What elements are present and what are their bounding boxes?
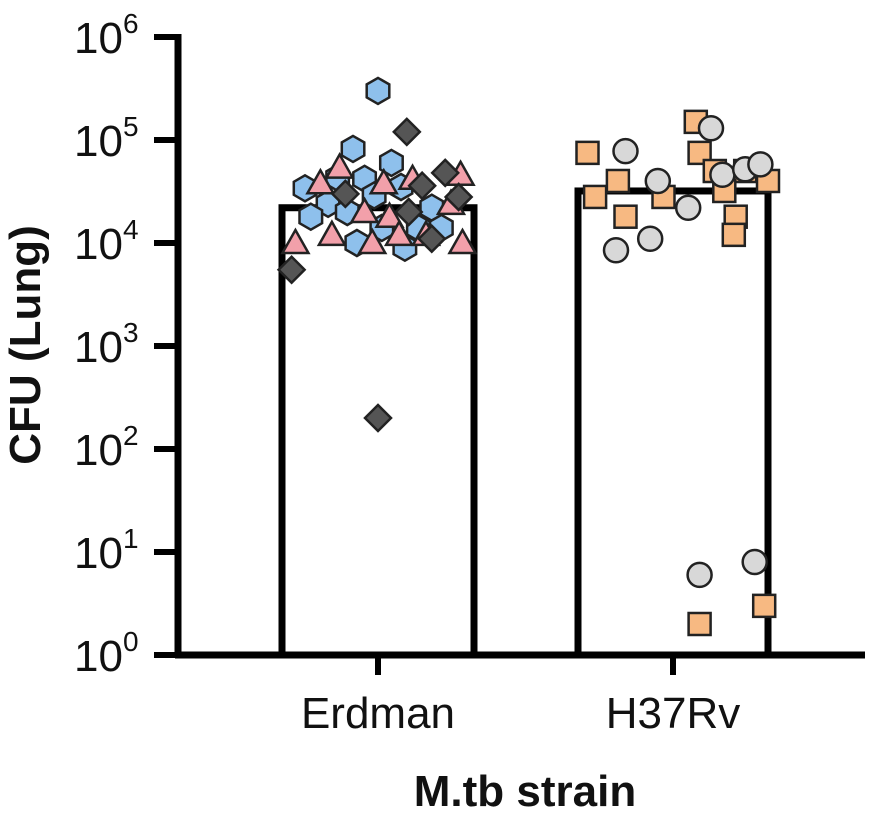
erdman-diamond-point-3 bbox=[330, 179, 361, 209]
erdman-triangle-point-9 bbox=[316, 219, 348, 247]
h37rv-circle-point-7 bbox=[602, 237, 630, 264]
labels-layer: 100 101 102 103 104 105 106 Erdman H37Rv bbox=[74, 8, 740, 738]
h37rv-square-point-12 bbox=[721, 222, 747, 248]
bars-layer bbox=[278, 187, 772, 659]
h37rv-circle-point-8 bbox=[636, 225, 664, 252]
erdman-hexagon-point-0 bbox=[365, 76, 391, 106]
erdman-triangle-point-10 bbox=[357, 227, 388, 255]
erdman-diamond-point-6 bbox=[416, 223, 447, 254]
h37rv-square-point-14 bbox=[751, 593, 777, 619]
h37rv-circle-point-10 bbox=[741, 548, 768, 576]
h37rv-square-point-4 bbox=[605, 168, 631, 194]
h37rv-circle-point-5 bbox=[747, 151, 774, 178]
axes-layer bbox=[154, 34, 865, 675]
erdman-hexagon-point-9 bbox=[298, 202, 324, 232]
x-tick-label-h37rv: H37Rv bbox=[606, 689, 741, 738]
erdman-diamond-point-2 bbox=[407, 170, 437, 201]
bar-h37rv bbox=[574, 187, 772, 659]
y-axis-title: CFU (Lung) bbox=[1, 225, 50, 464]
erdman-triangle-point-11 bbox=[383, 219, 415, 247]
h37rv-circle-point-0 bbox=[697, 115, 725, 142]
h37rv-square-point-1 bbox=[575, 140, 600, 166]
erdman-triangle-point-13 bbox=[447, 227, 478, 255]
erdman-diamond-point-1 bbox=[430, 158, 460, 188]
erdman-triangle-point-8 bbox=[280, 227, 311, 255]
y-tick-label-4: 104 bbox=[74, 214, 139, 269]
points-layer bbox=[276, 76, 781, 637]
erdman-diamond-point-4 bbox=[443, 182, 474, 212]
h37rv-square-point-8 bbox=[582, 184, 608, 210]
y-tick-label-3: 103 bbox=[74, 317, 139, 372]
erdman-hexagon-point-2 bbox=[378, 148, 404, 178]
y-tick-label-0: 100 bbox=[74, 626, 139, 681]
erdman-triangle-point-0 bbox=[324, 152, 355, 179]
erdman-diamond-point-7 bbox=[276, 254, 307, 285]
erdman-triangle-point-3 bbox=[368, 167, 399, 195]
h37rv-square-point-3 bbox=[687, 140, 712, 166]
erdman-triangle-point-6 bbox=[349, 196, 380, 224]
erdman-hexagon-point-1 bbox=[340, 134, 366, 164]
y-tick-label-2: 102 bbox=[74, 420, 139, 475]
erdman-diamond-point-5 bbox=[393, 197, 424, 227]
erdman-triangle-point-7 bbox=[374, 201, 405, 228]
h37rv-circle-point-1 bbox=[612, 137, 639, 165]
x-axis-title: M.tb strain bbox=[414, 767, 636, 816]
h37rv-square-point-13 bbox=[687, 611, 712, 637]
y-tick-label-6: 106 bbox=[74, 8, 139, 63]
h37rv-circle-point-3 bbox=[709, 161, 736, 188]
h37rv-square-point-10 bbox=[613, 204, 638, 229]
erdman-triangle-point-2 bbox=[305, 167, 336, 195]
y-tick-label-1: 101 bbox=[74, 523, 139, 578]
erdman-diamond-point-0 bbox=[392, 117, 422, 147]
x-tick-label-erdman: Erdman bbox=[301, 689, 455, 738]
h37rv-circle-point-2 bbox=[644, 167, 672, 195]
erdman-diamond-point-8 bbox=[363, 403, 393, 433]
h37rv-circle-point-6 bbox=[674, 194, 702, 221]
y-tick-label-5: 105 bbox=[74, 111, 139, 166]
h37rv-circle-point-9 bbox=[686, 561, 713, 589]
